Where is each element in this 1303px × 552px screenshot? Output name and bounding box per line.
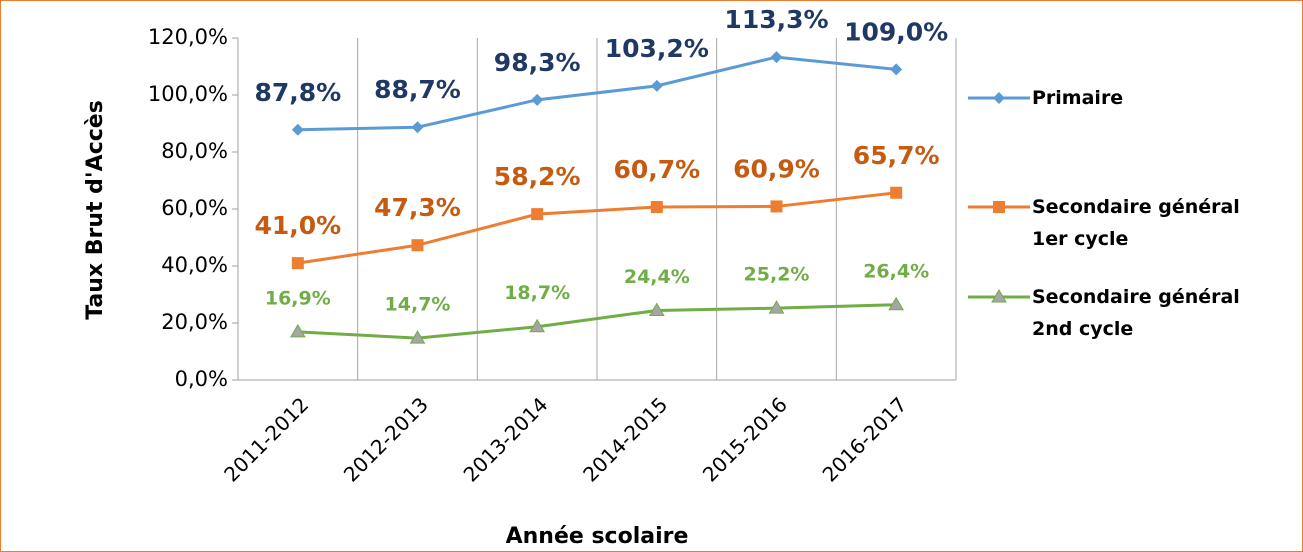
- marker: [993, 92, 1005, 104]
- data-label: 103,2%: [605, 34, 709, 63]
- marker: [289, 323, 306, 338]
- data-label: 41,0%: [254, 211, 341, 240]
- data-label: 58,2%: [494, 162, 581, 191]
- data-label: 47,3%: [374, 193, 461, 222]
- data-label: 65,7%: [853, 141, 940, 170]
- y-tick-label: 100,0%: [148, 82, 228, 106]
- y-tick-label: 20,0%: [161, 310, 228, 334]
- series-line: [297, 303, 897, 340]
- data-label: 16,9%: [265, 287, 331, 309]
- x-tick-label: 2013-2014: [459, 392, 553, 486]
- marker: [411, 239, 424, 252]
- y-tick-label: 120,0%: [148, 25, 228, 49]
- data-label: 113,3%: [724, 5, 828, 34]
- marker: [770, 51, 783, 64]
- series-line: [297, 55, 897, 132]
- data-label: 25,2%: [744, 264, 810, 286]
- marker: [648, 302, 665, 316]
- marker: [531, 208, 544, 221]
- marker: [650, 79, 663, 92]
- x-tick-label: 2014-2015: [578, 392, 672, 486]
- data-label: 88,7%: [374, 75, 461, 104]
- marker: [650, 201, 663, 214]
- y-tick-label: 60,0%: [161, 196, 228, 220]
- marker: [291, 123, 304, 136]
- marker: [890, 186, 903, 199]
- marker: [531, 93, 544, 106]
- data-label: 87,8%: [254, 78, 341, 107]
- y-tick-label: 40,0%: [161, 253, 228, 277]
- marker: [411, 121, 424, 134]
- y-tick-label: 0,0%: [175, 367, 228, 391]
- x-axis-title: Année scolaire: [506, 524, 689, 549]
- series-line: [297, 191, 897, 265]
- x-tick-label: 2015-2016: [698, 392, 792, 486]
- legend-label: Secondaire général 1er cycle: [1032, 196, 1240, 250]
- x-tick-label: 2011-2012: [219, 392, 313, 486]
- data-label: 14,7%: [385, 294, 451, 316]
- marker: [291, 257, 304, 270]
- legend-label: Secondaire général 2nd cycle: [1032, 286, 1240, 340]
- data-label: 109,0%: [844, 17, 948, 46]
- data-label: 60,9%: [733, 154, 820, 183]
- marker: [770, 200, 783, 213]
- marker: [991, 289, 1007, 303]
- legend-label: Primaire: [1032, 87, 1124, 109]
- marker: [890, 63, 903, 76]
- data-label: 18,7%: [504, 282, 570, 304]
- data-label: 60,7%: [613, 155, 700, 184]
- x-tick-label: 2012-2013: [339, 392, 433, 486]
- data-label: 24,4%: [624, 266, 690, 288]
- y-axis-title: Taux Brut d'Accès: [83, 100, 108, 320]
- marker: [409, 330, 426, 344]
- data-label: 26,4%: [863, 260, 929, 282]
- marker: [888, 296, 905, 311]
- marker: [529, 318, 546, 333]
- data-label: 98,3%: [494, 48, 581, 77]
- marker: [768, 300, 785, 314]
- marker: [993, 201, 1005, 213]
- x-tick-label: 2016-2017: [818, 392, 912, 486]
- y-tick-label: 80,0%: [161, 139, 228, 163]
